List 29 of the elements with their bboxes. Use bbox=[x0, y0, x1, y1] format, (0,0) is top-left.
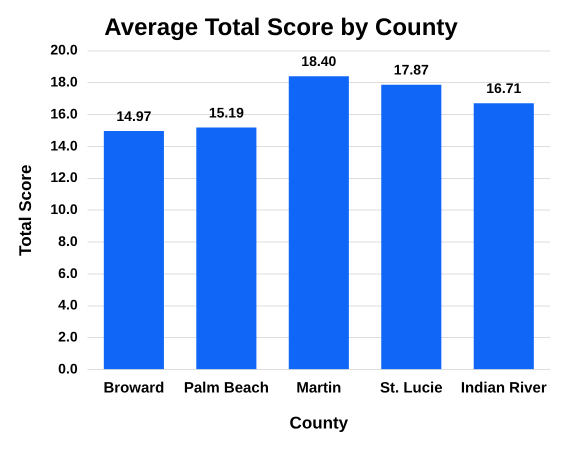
bar bbox=[104, 130, 164, 370]
y-tick-label: 2.0 bbox=[58, 328, 78, 345]
x-tick-label: Broward bbox=[103, 380, 164, 397]
y-tick-label: 0.0 bbox=[58, 360, 78, 376]
bar bbox=[474, 103, 534, 370]
x-tick-label: Palm Beach bbox=[184, 380, 269, 397]
y-tick-label: 18.0 bbox=[50, 74, 78, 90]
y-tick-label: 4.0 bbox=[58, 296, 78, 313]
x-tick-label: Indian River bbox=[460, 380, 547, 397]
x-tick-label: Martin bbox=[296, 380, 342, 397]
bar bbox=[196, 127, 256, 370]
data-label: 18.40 bbox=[301, 53, 337, 70]
y-tick-label: 12.0 bbox=[50, 169, 78, 186]
data-label: 17.87 bbox=[394, 62, 430, 78]
y-tick-label: 14.0 bbox=[50, 137, 78, 154]
bar bbox=[381, 84, 442, 370]
y-tick-label: 10.0 bbox=[50, 201, 78, 218]
chart-title: Average Total Score by County bbox=[104, 14, 458, 42]
y-tick-label: 20.0 bbox=[50, 42, 78, 58]
y-tick-label: 6.0 bbox=[58, 264, 78, 281]
data-label: 14.97 bbox=[116, 108, 152, 124]
x-tick-label: St. Lucie bbox=[380, 380, 443, 397]
data-label: 16.71 bbox=[486, 80, 522, 96]
y-tick-label: 8.0 bbox=[58, 232, 78, 249]
data-label: 15.19 bbox=[208, 104, 244, 120]
y-axis-title: Total Score bbox=[16, 164, 35, 256]
x-axis-title: County bbox=[290, 413, 349, 432]
y-tick-label: 16.0 bbox=[50, 105, 78, 122]
bar bbox=[288, 76, 349, 370]
